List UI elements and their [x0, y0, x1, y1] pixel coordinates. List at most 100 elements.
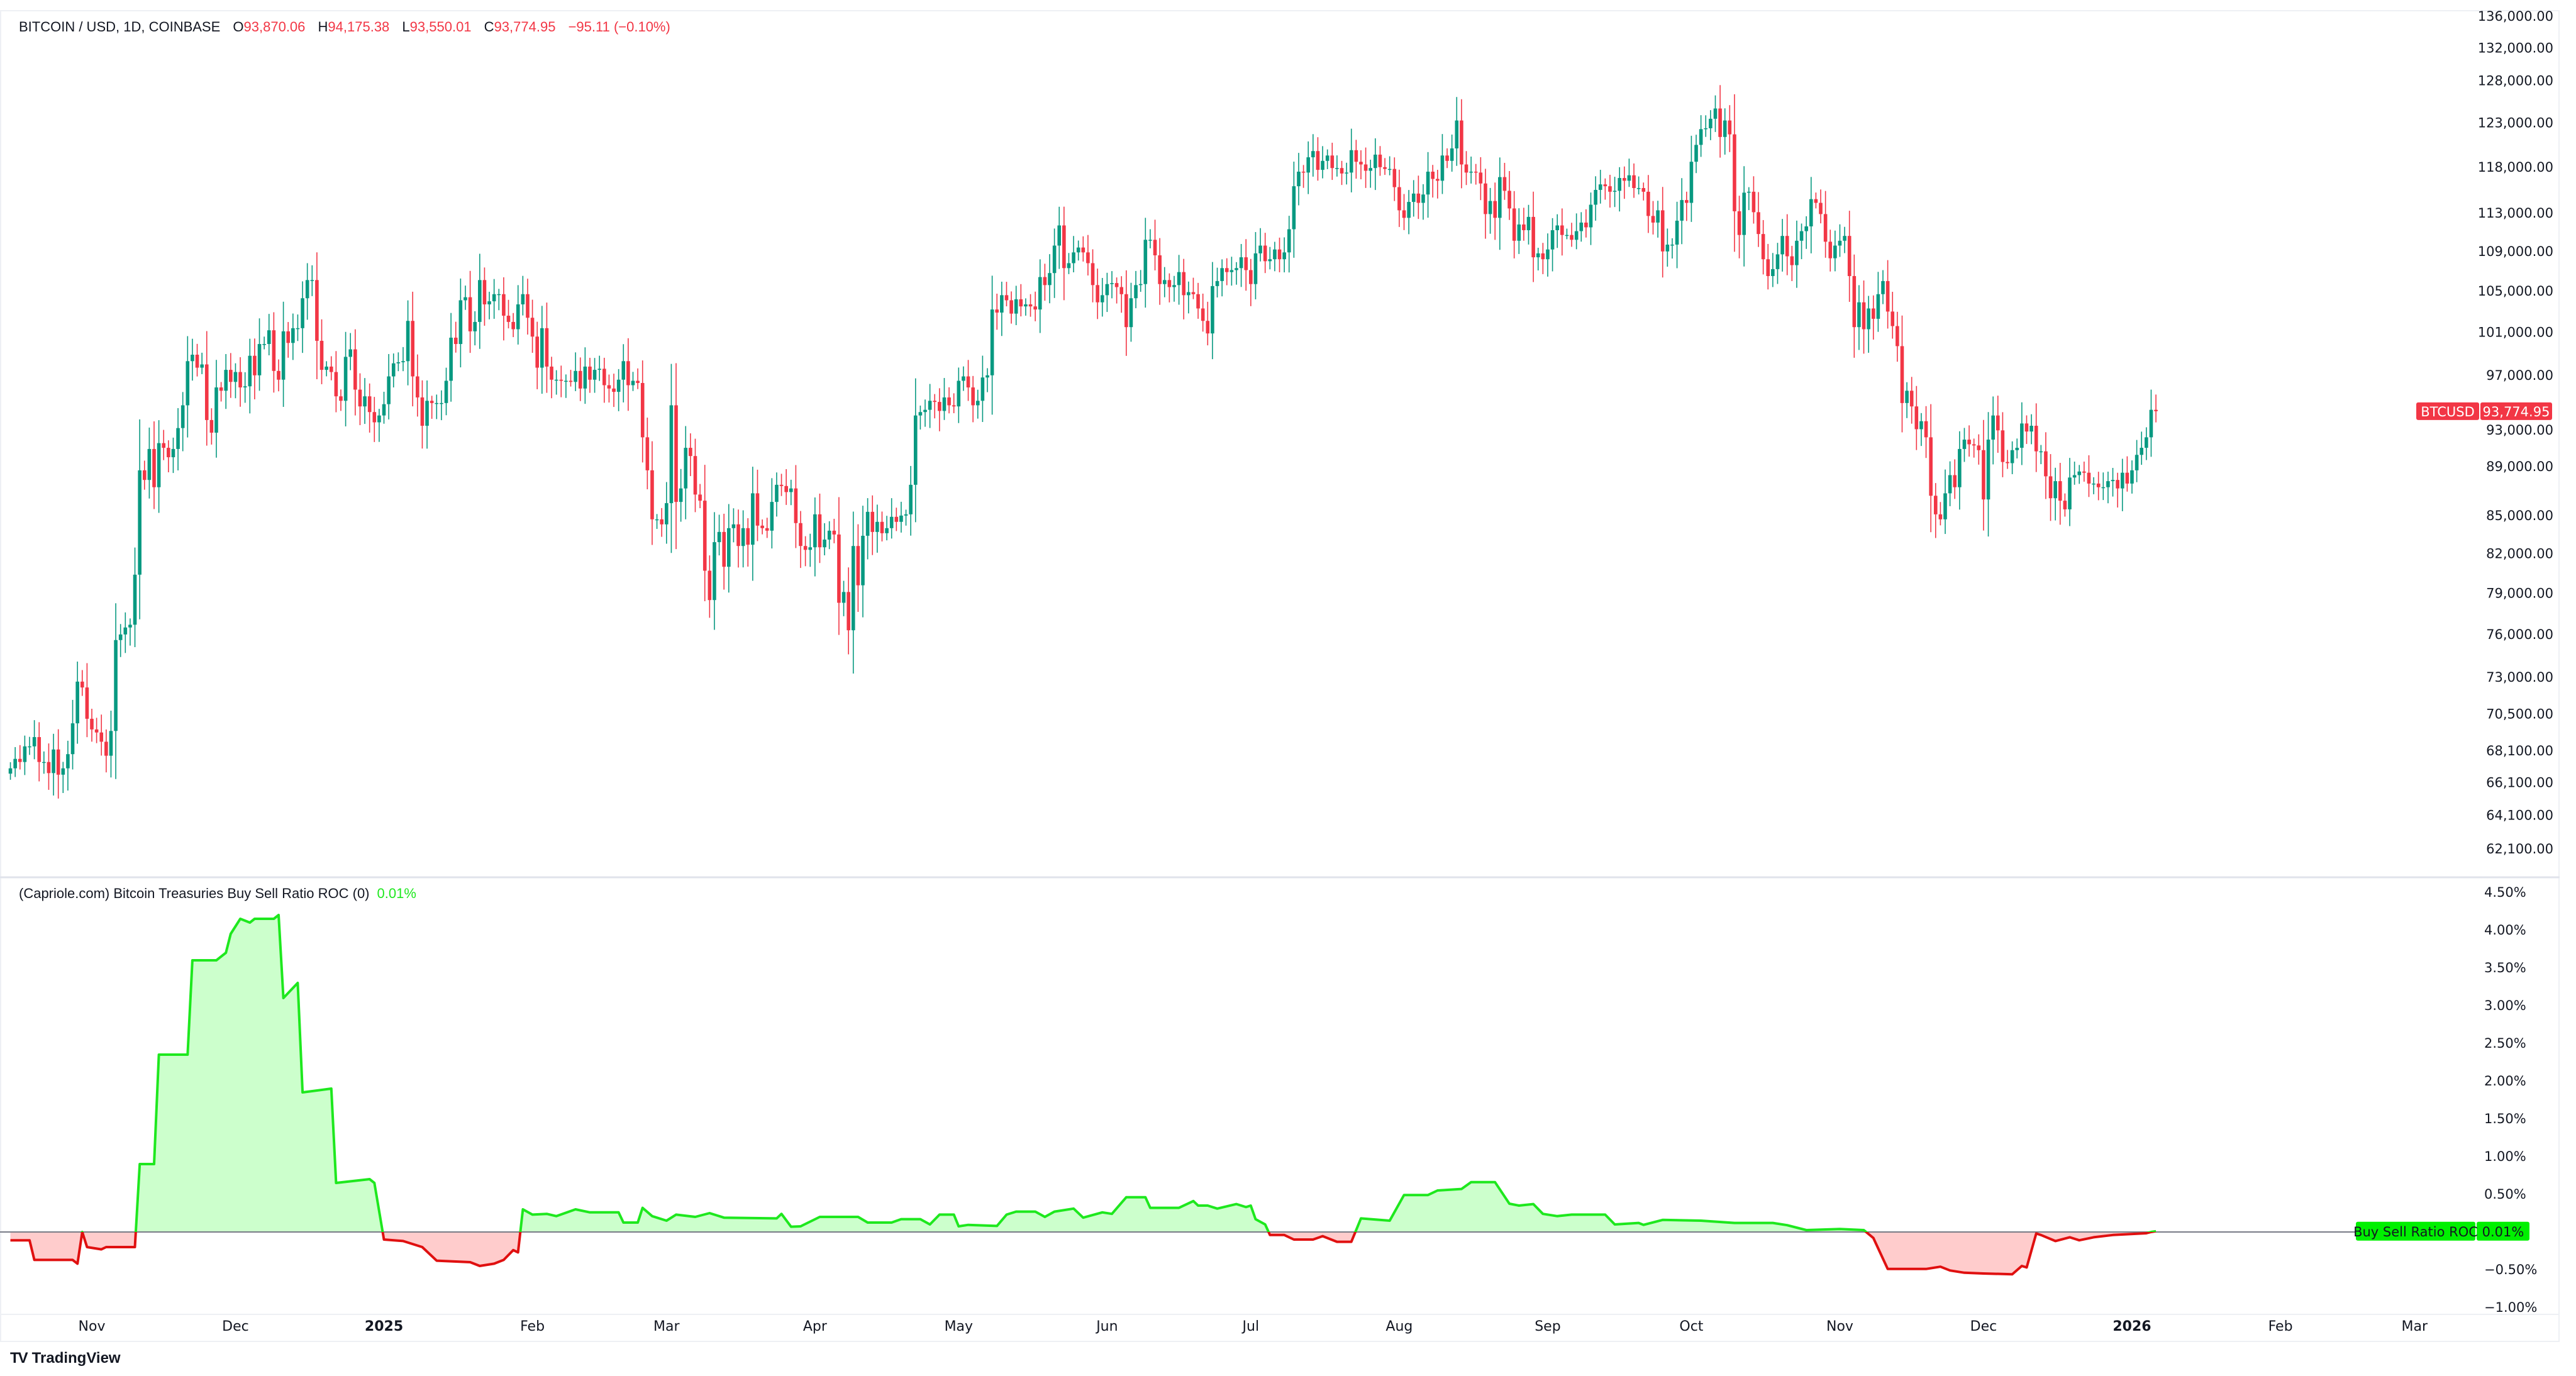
- candle: [1522, 208, 1526, 241]
- candle: [1914, 386, 1919, 450]
- candle-body: [1162, 280, 1167, 284]
- candle: [1105, 272, 1109, 313]
- candle-body: [248, 355, 252, 387]
- indicator-tick-label: −0.50%: [2484, 1262, 2537, 1277]
- candle: [152, 421, 156, 509]
- candle-body: [1407, 202, 1411, 218]
- candle-body: [933, 401, 937, 402]
- symbol-legend[interactable]: BITCOIN / USD, 1D, COINBASE O93,870.06 H…: [19, 19, 670, 35]
- candle: [1517, 208, 1521, 254]
- candle: [1206, 301, 1210, 346]
- candle: [18, 745, 22, 770]
- candle: [1752, 176, 1756, 224]
- candle: [1196, 282, 1200, 319]
- candle: [779, 474, 784, 496]
- candle-body: [631, 380, 635, 386]
- candle-body: [118, 634, 123, 640]
- candle: [138, 419, 142, 619]
- candle: [233, 363, 238, 399]
- candle-body: [1623, 178, 1626, 181]
- candle: [13, 746, 17, 777]
- candle: [1124, 270, 1128, 356]
- candle: [612, 374, 616, 408]
- candle-body: [85, 687, 89, 719]
- candle-body: [142, 470, 147, 480]
- candle-body: [1445, 155, 1449, 161]
- candle-body: [1311, 151, 1315, 158]
- candle-body: [70, 723, 75, 755]
- indicator-legend[interactable]: (Capriole.com) Bitcoin Treasuries Buy Se…: [19, 885, 416, 902]
- candle-body: [1349, 150, 1353, 173]
- candle-body: [42, 762, 46, 763]
- candle: [343, 331, 348, 426]
- candle: [1402, 194, 1406, 230]
- candle-body: [1421, 194, 1425, 203]
- candle: [248, 338, 252, 414]
- candle-body: [1675, 220, 1679, 245]
- candle-body: [1484, 183, 1487, 214]
- candle-body: [1321, 160, 1324, 170]
- candle: [918, 405, 923, 430]
- candle: [1316, 137, 1320, 181]
- candle: [305, 263, 309, 320]
- candle-body: [2039, 451, 2043, 453]
- candle-body: [1809, 199, 1813, 226]
- candle-body: [2145, 437, 2148, 448]
- tradingview-logo[interactable]: TV TradingView: [10, 1350, 121, 1367]
- candle-body: [1359, 162, 1363, 165]
- candle: [329, 356, 333, 380]
- candle: [1962, 428, 1967, 462]
- candle-body: [1589, 204, 1593, 228]
- candle: [348, 333, 353, 370]
- candle-body: [1081, 247, 1085, 253]
- candle: [1292, 161, 1296, 258]
- candle: [765, 518, 769, 538]
- candle: [1785, 214, 1789, 275]
- time-axis[interactable]: Nov Dec 2025 Feb Mar Apr May Jun Jul Aug Sep Oct Nov…: [79, 1319, 2428, 1334]
- candle: [1704, 115, 1708, 137]
- candle: [334, 351, 338, 413]
- candle: [1689, 135, 1694, 222]
- candle: [2072, 462, 2077, 485]
- candle: [1876, 272, 1880, 332]
- candle-body: [975, 401, 980, 406]
- indicator-tick-label: 2.00%: [2484, 1074, 2526, 1089]
- candle: [1301, 165, 1306, 188]
- candle-body: [453, 337, 458, 345]
- time-tick-label: Sep: [1535, 1319, 1560, 1334]
- candle-body: [818, 514, 822, 548]
- candle: [1488, 187, 1492, 234]
- candle-body: [1411, 193, 1416, 203]
- candle: [396, 352, 401, 372]
- candle-body: [980, 377, 985, 401]
- candle-body: [1546, 249, 1550, 260]
- candle-body: [114, 640, 118, 731]
- candle-body: [545, 328, 549, 367]
- candle-body: [530, 318, 535, 337]
- candle-body: [1541, 253, 1545, 260]
- candle: [1277, 237, 1282, 272]
- candle-body: [1598, 184, 1602, 190]
- candle: [1383, 158, 1387, 175]
- indicator-axis[interactable]: 4.50% 4.00% 3.50% 3.00% 2.50% 2.00% 1.50% 1.00%…: [2484, 885, 2537, 1315]
- candle: [1536, 247, 1540, 270]
- price-axis[interactable]: 136,000.00 132,000.00 128,000.00 123,000.00…: [2478, 9, 2553, 857]
- candle-body: [1105, 284, 1109, 296]
- candle: [1632, 163, 1636, 198]
- candle: [1771, 253, 1775, 287]
- candle: [1871, 295, 1875, 340]
- candle-body: [636, 380, 640, 384]
- candle: [1311, 134, 1315, 177]
- price-tick-label: 136,000.00: [2478, 9, 2553, 24]
- candle-body: [1488, 201, 1492, 214]
- candle: [966, 360, 970, 401]
- price-tick-label: 97,000.00: [2486, 368, 2553, 383]
- candle-body: [191, 355, 194, 362]
- candle: [229, 353, 233, 398]
- price-tick-label: 79,000.00: [2486, 585, 2553, 601]
- candle-body: [1397, 187, 1401, 211]
- candle-body: [2048, 476, 2053, 499]
- candle-body: [1469, 171, 1473, 173]
- candle: [1938, 502, 1943, 526]
